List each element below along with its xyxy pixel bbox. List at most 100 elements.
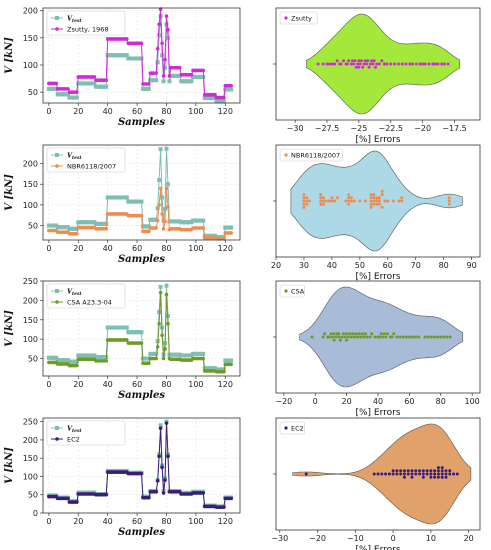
swarm-point (426, 335, 430, 339)
swarm-point (396, 62, 400, 66)
data-point (166, 321, 170, 326)
x-tick-label: 120 (218, 244, 233, 253)
x-tick-label: 20 (73, 244, 83, 253)
swarm-point (332, 332, 336, 336)
y-tick-label: 100 (23, 201, 38, 210)
swarm-point (319, 202, 323, 206)
swarm-point (322, 199, 326, 203)
swarm-point (386, 199, 390, 203)
legend-box (46, 283, 126, 309)
data-point (165, 182, 170, 187)
swarm-point (391, 199, 395, 203)
data-point (147, 495, 151, 500)
swarm-point (369, 193, 373, 197)
data-point (146, 224, 151, 229)
swarm-point (362, 62, 366, 66)
swarm-point (349, 199, 353, 203)
legend-label: Vtest (67, 15, 83, 25)
swarm-point (330, 196, 334, 200)
swarm-point (370, 59, 374, 63)
swarm-point (363, 199, 367, 203)
swarm-point (418, 472, 422, 476)
legend-box (46, 420, 126, 446)
y-tick-label: 0 (33, 509, 38, 518)
data-point (213, 93, 217, 97)
data-point (164, 283, 169, 288)
data-point (66, 87, 70, 91)
line-panel-6: 0 20 40 60 80 100 120 0 50 100 150 200 250 Samples V [… (4, 417, 241, 538)
data-point (161, 227, 166, 231)
swarm-point (369, 205, 373, 209)
legend-label: Zsutty (291, 15, 312, 23)
x-tick-label: 20 (342, 397, 352, 406)
x-axis-label: Samples (118, 390, 165, 401)
data-point (75, 90, 79, 94)
swarm-point (356, 62, 360, 66)
violin-panel-3: 20 30 40 50 60 70 80 90 [%] Errors NBR6118/2007 (271, 144, 481, 282)
data-point (163, 57, 167, 62)
swarm-point (369, 196, 373, 200)
data-point (75, 232, 79, 236)
swarm-point (427, 62, 431, 66)
data-point (124, 195, 129, 200)
swarm-point (447, 199, 451, 203)
swarm-point (365, 62, 369, 66)
swarm-point (347, 202, 351, 206)
swarm-point (347, 193, 351, 197)
data-point (104, 492, 109, 497)
data-point (158, 186, 163, 191)
x-tick-label: 20 (464, 534, 474, 543)
x-tick-label: 20 (73, 380, 83, 389)
swarm-point (325, 62, 329, 66)
legend-label: Zsutty, 1968 (67, 26, 109, 34)
x-tick-label: −30 (287, 124, 304, 133)
data-point (104, 359, 109, 363)
y-tick-label: 100 (23, 61, 38, 70)
swarm-point (375, 196, 379, 200)
swarm-point (447, 202, 451, 206)
x-tick-label: 70 (411, 261, 421, 270)
swarm-point (353, 59, 357, 63)
data-point (157, 33, 162, 38)
x-tick-label: 0 (46, 380, 51, 389)
swarm-point (302, 205, 306, 209)
swarm-point (340, 335, 344, 339)
x-tick-label: 0 (313, 397, 318, 406)
swarm-point (352, 335, 356, 339)
swarm-point (440, 62, 444, 66)
data-point (155, 479, 160, 483)
swarm-point (332, 338, 336, 342)
swarm-point (321, 335, 325, 339)
swarm-point (402, 472, 406, 476)
legend-label: Vtest (67, 288, 83, 298)
swarm-point (408, 62, 412, 66)
data-point (104, 84, 109, 89)
swarm-point (356, 335, 360, 339)
data-point (163, 207, 168, 212)
data-point (92, 81, 97, 86)
data-point (166, 205, 170, 209)
y-tick-label: 200 (23, 296, 38, 305)
swarm-point (372, 59, 376, 63)
data-point (147, 82, 151, 86)
swarm-point (302, 199, 306, 203)
violin-panel-7: −30 −20 −10 0 10 20 [%] Errors EC2 (271, 417, 481, 550)
swarm-point (448, 469, 452, 473)
swarm-point (373, 65, 377, 69)
swarm-point (440, 469, 444, 473)
x-tick-label: 120 (218, 380, 233, 389)
legend-marker (55, 300, 59, 304)
swarm-point (397, 199, 401, 203)
swarm-point (380, 205, 384, 209)
legend-box (46, 10, 126, 36)
swarm-point (343, 335, 347, 339)
data-point (75, 363, 79, 368)
data-point (161, 491, 166, 495)
y-tick-label: 150 (23, 454, 38, 463)
x-tick-label: 100 (188, 517, 203, 526)
data-point (74, 226, 79, 231)
data-point (163, 219, 167, 224)
swarm-point (423, 335, 427, 339)
